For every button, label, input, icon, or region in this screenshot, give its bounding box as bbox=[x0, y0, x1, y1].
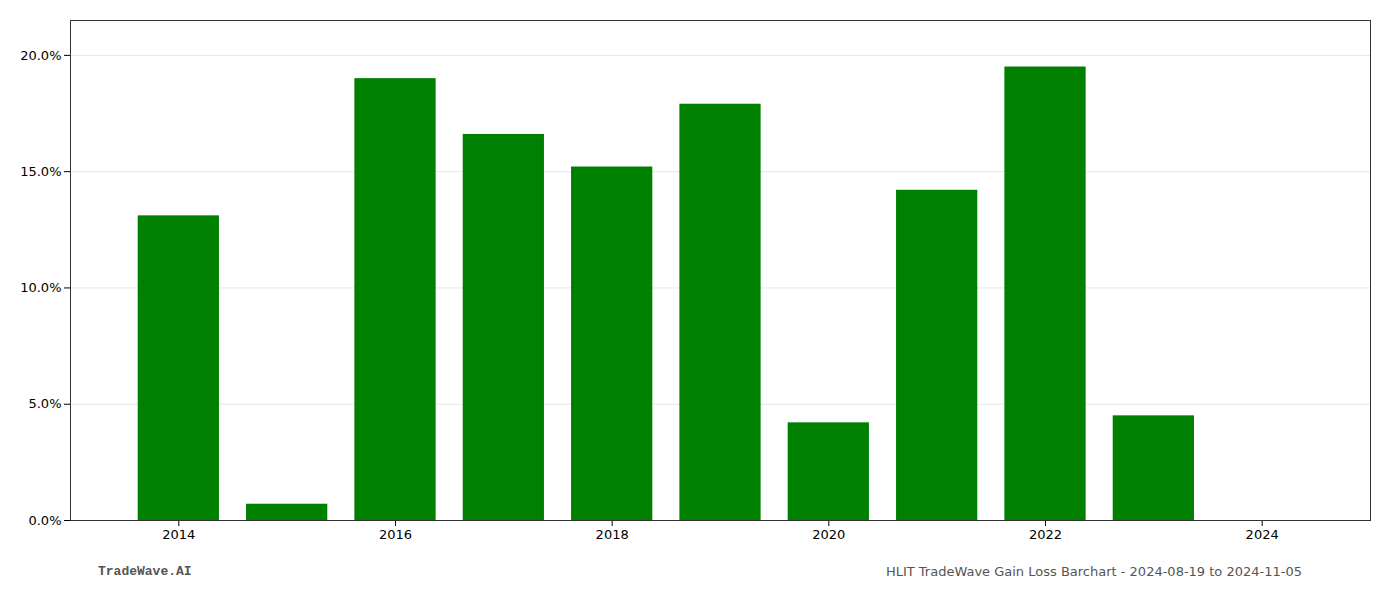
svg-text:15.0%: 15.0% bbox=[20, 164, 61, 179]
html-text:HLIT TradeWave Gain Loss Barch: HLIT TradeWave Gain Loss Barchart - 2024… bbox=[885, 564, 1302, 579]
svg-text:2016: 2016 bbox=[379, 527, 412, 542]
svg-text:10.0%: 10.0% bbox=[20, 280, 61, 295]
svg-text:2022: 2022 bbox=[1029, 527, 1062, 542]
svg-text:5.0%: 5.0% bbox=[28, 396, 61, 411]
html-text:TradeWave.AI: TradeWave.AI bbox=[98, 564, 192, 579]
svg-text:2020: 2020 bbox=[812, 527, 845, 542]
svg-text:2014: 2014 bbox=[162, 527, 195, 542]
svg-text:20.0%: 20.0% bbox=[20, 48, 61, 63]
svg-text:2024: 2024 bbox=[1246, 527, 1279, 542]
svg-text:2018: 2018 bbox=[596, 527, 629, 542]
svg-text:0.0%: 0.0% bbox=[28, 513, 61, 528]
